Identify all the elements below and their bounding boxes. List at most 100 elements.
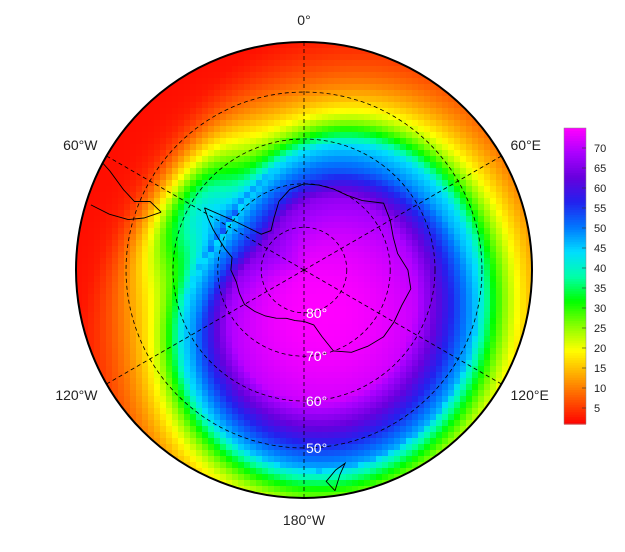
field-cell bbox=[490, 198, 497, 205]
field-cell bbox=[394, 192, 401, 199]
field-cell bbox=[274, 342, 281, 349]
field-cell bbox=[154, 318, 161, 325]
field-cell bbox=[202, 384, 209, 391]
field-cell bbox=[154, 168, 161, 175]
field-cell bbox=[508, 342, 515, 349]
field-cell bbox=[268, 360, 275, 367]
field-cell bbox=[274, 66, 281, 73]
field-cell bbox=[412, 324, 419, 331]
field-cell bbox=[208, 246, 215, 253]
colorbar-swatch bbox=[564, 248, 586, 252]
field-cell bbox=[394, 84, 401, 91]
field-cell bbox=[448, 270, 455, 277]
field-cell bbox=[412, 270, 419, 277]
field-cell bbox=[442, 396, 449, 403]
field-cell bbox=[118, 330, 125, 337]
field-cell bbox=[394, 306, 401, 313]
field-cell bbox=[454, 372, 461, 379]
field-cell bbox=[94, 276, 101, 283]
field-cell bbox=[88, 336, 95, 343]
field-cell bbox=[406, 162, 413, 169]
field-cell bbox=[424, 348, 431, 355]
field-cell bbox=[358, 426, 365, 433]
field-cell bbox=[172, 438, 179, 445]
field-cell bbox=[430, 162, 437, 169]
colorbar-swatch bbox=[564, 147, 586, 151]
field-cell bbox=[400, 114, 407, 121]
field-cell bbox=[442, 192, 449, 199]
field-cell bbox=[304, 246, 311, 253]
field-cell bbox=[400, 222, 407, 229]
field-cell bbox=[178, 216, 185, 223]
field-cell bbox=[244, 366, 251, 373]
field-cell bbox=[232, 228, 239, 235]
field-cell bbox=[238, 54, 245, 61]
field-cell bbox=[514, 276, 521, 283]
field-cell bbox=[460, 318, 467, 325]
field-cell bbox=[424, 360, 431, 367]
field-cell bbox=[412, 144, 419, 151]
field-cell bbox=[298, 132, 305, 139]
field-cell bbox=[376, 210, 383, 217]
field-cell bbox=[382, 246, 389, 253]
field-cell bbox=[184, 174, 191, 181]
field-cell bbox=[388, 108, 395, 115]
field-cell bbox=[232, 348, 239, 355]
field-cell bbox=[376, 246, 383, 253]
field-cell bbox=[382, 354, 389, 361]
field-cell bbox=[136, 138, 143, 145]
field-cell bbox=[334, 114, 341, 121]
field-cell bbox=[316, 438, 323, 445]
field-cell bbox=[322, 420, 329, 427]
field-cell bbox=[196, 108, 203, 115]
field-cell bbox=[208, 438, 215, 445]
field-cell bbox=[424, 240, 431, 247]
field-cell bbox=[220, 234, 227, 241]
field-cell bbox=[316, 354, 323, 361]
field-cell bbox=[334, 186, 341, 193]
field-cell bbox=[118, 210, 125, 217]
field-cell bbox=[496, 174, 503, 181]
field-cell bbox=[220, 444, 227, 451]
field-cell bbox=[154, 396, 161, 403]
field-cell bbox=[286, 480, 293, 487]
field-cell bbox=[340, 372, 347, 379]
field-cell bbox=[220, 60, 227, 67]
field-cell bbox=[334, 342, 341, 349]
colorbar-swatch bbox=[564, 214, 586, 218]
field-cell bbox=[382, 342, 389, 349]
field-cell bbox=[370, 444, 377, 451]
field-cell bbox=[214, 306, 221, 313]
field-cell bbox=[142, 246, 149, 253]
field-cell bbox=[304, 198, 311, 205]
field-cell bbox=[262, 348, 269, 355]
field-cell bbox=[286, 228, 293, 235]
field-cell bbox=[460, 438, 467, 445]
field-cell bbox=[400, 132, 407, 139]
field-cell bbox=[106, 330, 113, 337]
field-cell bbox=[238, 42, 245, 49]
field-cell bbox=[352, 306, 359, 313]
field-cell bbox=[334, 450, 341, 457]
field-cell bbox=[112, 180, 119, 187]
field-cell bbox=[136, 210, 143, 217]
field-cell bbox=[172, 240, 179, 247]
field-cell bbox=[124, 306, 131, 313]
field-cell bbox=[328, 474, 335, 481]
field-cell bbox=[328, 468, 335, 475]
field-cell bbox=[250, 168, 257, 175]
field-cell bbox=[196, 186, 203, 193]
field-cell bbox=[454, 408, 461, 415]
field-cell bbox=[94, 330, 101, 337]
field-cell bbox=[472, 342, 479, 349]
field-cell bbox=[400, 336, 407, 343]
field-cell bbox=[148, 192, 155, 199]
field-cell bbox=[400, 384, 407, 391]
field-cell bbox=[196, 354, 203, 361]
field-cell bbox=[376, 330, 383, 337]
field-cell bbox=[418, 228, 425, 235]
field-cell bbox=[400, 312, 407, 319]
field-cell bbox=[310, 330, 317, 337]
field-cell bbox=[100, 228, 107, 235]
field-cell bbox=[244, 120, 251, 127]
